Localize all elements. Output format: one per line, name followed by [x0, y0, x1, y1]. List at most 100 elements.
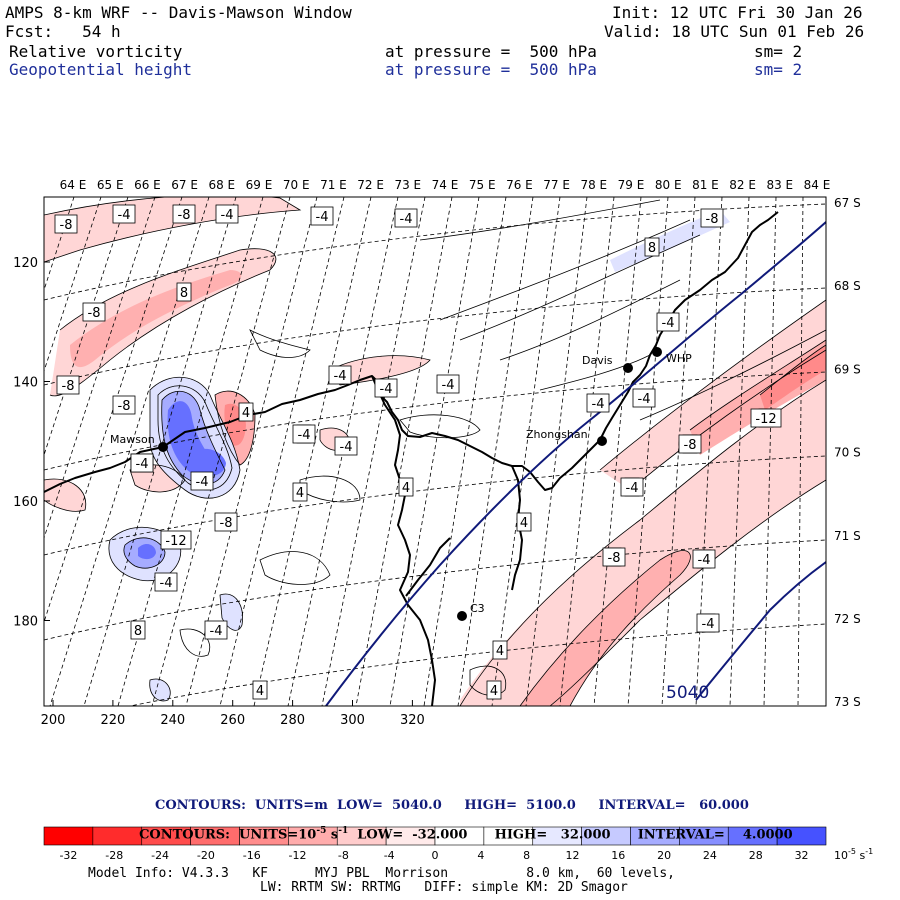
lat-label: 73 S [834, 695, 861, 709]
vorticity-label: -4 [698, 553, 711, 568]
vorticity-label: 8 [180, 286, 188, 301]
vorticity-label: -4 [160, 576, 173, 591]
field1-name: Relative vorticity [9, 42, 183, 61]
lon-label: 66 E [134, 178, 161, 192]
lon-label: 64 E [60, 178, 87, 192]
vorticity-label-box [586, 393, 610, 413]
colorbar-tick-label: 24 [703, 849, 717, 862]
x-tick-label: 240 [160, 713, 185, 728]
vorticity-label-box [238, 402, 254, 422]
vorticity-label: -4 [638, 392, 651, 407]
vorticity-label-box [310, 206, 334, 226]
vorticity-label: -4 [340, 440, 353, 455]
vorticity-label-box [602, 547, 626, 567]
colorbar-tick-label: 28 [749, 849, 763, 862]
vorticity-label-box [154, 572, 178, 592]
vorticity-label: -4 [210, 624, 223, 639]
vorticity-label: 4 [520, 516, 528, 531]
vorticity-label: -4 [334, 369, 347, 384]
positive-vorticity-shading-strong [138, 401, 226, 560]
x-tick-label: 200 [41, 713, 66, 728]
vorticity-label: -8 [62, 379, 75, 394]
field1-smoothing: sm= 2 [754, 42, 803, 61]
x-tick-label: 280 [280, 713, 305, 728]
x-axis-ticks: 200 220 240 260 280 300 320 [41, 700, 425, 728]
height-contour-label: 5040 [666, 683, 709, 703]
vorticity-label: 4 [296, 486, 304, 501]
colorbar-tick-label: 12 [565, 849, 579, 862]
valid-time: Valid: 18 UTC Sun 01 Feb 26 [604, 22, 865, 41]
lon-label: 72 E [357, 178, 384, 192]
vorticity-label: -4 [316, 210, 329, 225]
vorticity-info-exp2: -1 [338, 826, 349, 836]
colorbar-unit-exp: -5 [848, 847, 856, 856]
model-info: Model Info: V4.3.3 KF MYJ PBL Morrison 8… [88, 866, 675, 881]
vorticity-label-box [334, 436, 358, 456]
vorticity-label-box [56, 375, 80, 395]
x-tick-label: 300 [340, 713, 365, 728]
colorbar-tick-label: 4 [477, 849, 484, 862]
vorticity-label: -12 [755, 412, 776, 427]
colorbar-tick-label: -28 [105, 849, 123, 862]
station-davis-label: Davis [582, 354, 613, 367]
station-markers [158, 347, 662, 621]
vorticity-label-box [130, 620, 146, 640]
lon-label: 65 E [97, 178, 124, 192]
colorbar-tick-label: -32 [59, 849, 77, 862]
vorticity-label-box [292, 424, 316, 444]
vorticity-label: -12 [165, 534, 186, 549]
station-c3-dot [457, 611, 467, 621]
vorticity-label-box [172, 204, 196, 224]
vorticity-label-box [328, 365, 352, 385]
vorticity-info-part3: LOW= -32.000 HIGH= 32.000 INTERVAL= 4.00… [348, 827, 793, 843]
station-mawson-label: Mawson [110, 433, 155, 446]
vorticity-label: -4 [298, 428, 311, 443]
vorticity-label-box [692, 549, 716, 569]
colorbar-tick-label: -4 [384, 849, 395, 862]
vorticity-label: -4 [662, 316, 675, 331]
colorbar-tick-label: 0 [432, 849, 439, 862]
colorbar-bin [43, 826, 94, 846]
vorticity-label-box [632, 388, 656, 408]
init-time: Init: 12 UTC Fri 30 Jan 26 [612, 3, 863, 22]
station-zhongshan-label: Zhongshan [526, 428, 588, 441]
colorbar-tick-label: 16 [611, 849, 625, 862]
vorticity-label-box [394, 208, 418, 228]
colorbar-tick-label: 32 [795, 849, 809, 862]
vorticity-label-box [292, 482, 308, 502]
y-tick-label: 160 [13, 495, 38, 510]
vorticity-label: -8 [220, 516, 233, 531]
lon-label: 71 E [320, 178, 347, 192]
lon-label: 81 E [692, 178, 719, 192]
lat-label: 70 S [834, 446, 861, 460]
colorbar-tick-label: -12 [289, 849, 307, 862]
lon-label: 83 E [766, 178, 793, 192]
lon-label: 73 E [394, 178, 421, 192]
vorticity-label: -4 [136, 457, 149, 472]
vorticity-label: -8 [178, 208, 191, 223]
station-zhongshan-dot [597, 436, 607, 446]
height-contour-info: CONTOURS: UNITS=m LOW= 5040.0 HIGH= 5100… [155, 798, 749, 813]
colorbar: -32 -28 -24 -20 -16 -12 -8 -4 0 4 8 12 16 20 24 28 32 10-… [43, 826, 873, 862]
colorbar-tick-label: 8 [523, 849, 530, 862]
vorticity-label-box [486, 680, 502, 700]
x-tick-label: 220 [100, 713, 125, 728]
longitude-labels: 64 E 65 E 66 E 67 E 68 E 69 E 70 E 71 E 72 E 73 E… [60, 178, 831, 192]
lon-label: 68 E [208, 178, 235, 192]
latitude-labels: 67 S 68 S 69 S 70 S 71 S 72 S 73 S [834, 196, 861, 709]
vorticity-label-box [160, 530, 192, 550]
vorticity-label: -4 [400, 212, 413, 227]
lat-label: 68 S [834, 279, 861, 293]
vorticity-label-box [214, 512, 238, 532]
y-tick-label: 140 [13, 376, 38, 391]
colorbar-bin [776, 826, 827, 846]
vorticity-label-box [644, 237, 660, 257]
field2-level: at pressure = 500 hPa [385, 60, 597, 79]
y-axis-ticks: 120 140 160 180 [13, 256, 50, 630]
vorticity-label-box [112, 204, 136, 224]
lon-label: 80 E [655, 178, 682, 192]
vorticity-label-box [436, 374, 460, 394]
station-whp-label: WHP [666, 352, 692, 365]
vorticity-label-box [130, 453, 154, 473]
